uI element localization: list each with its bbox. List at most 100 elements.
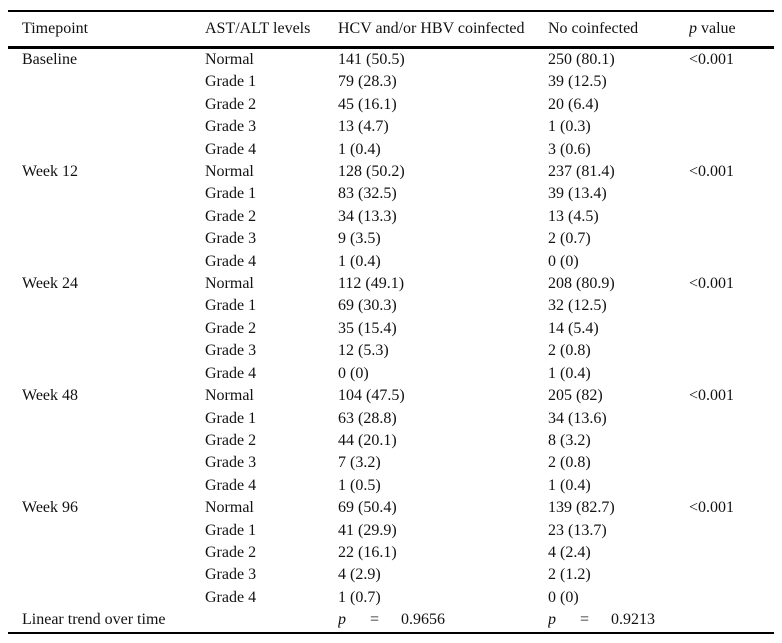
equals-sign: = bbox=[580, 611, 590, 629]
no-coinfected-cell: 2 (0.7) bbox=[548, 230, 591, 248]
trend-p-value: 0.9213 bbox=[611, 611, 656, 629]
coinfected-cell: 45 (16.1) bbox=[338, 95, 397, 113]
table-row: Grade 2 22 (16.1) 4 (2.4) bbox=[8, 542, 774, 564]
p-value-cell bbox=[689, 340, 774, 362]
level-cell: Grade 4 bbox=[205, 140, 257, 158]
no-coinfected-cell: 8 (3.2) bbox=[548, 431, 591, 449]
timepoint-cell bbox=[8, 94, 205, 116]
p-value-cell bbox=[689, 564, 774, 586]
level-cell: Grade 2 bbox=[205, 207, 257, 225]
level-cell: Grade 3 bbox=[205, 454, 257, 472]
timepoint-cell bbox=[8, 116, 205, 138]
p-value-rest: value bbox=[697, 20, 736, 37]
ast-alt-levels-table: Timepoint AST/ALT levels HCV and/or HBV … bbox=[8, 10, 774, 634]
timepoint-cell bbox=[8, 71, 205, 93]
p-symbol: p bbox=[548, 611, 556, 629]
no-coinfected-cell: 1 (0.4) bbox=[548, 364, 591, 382]
no-coinfected-cell: 0 (0) bbox=[548, 252, 579, 270]
table-row: Grade 4 0 (0) 1 (0.4) bbox=[8, 363, 774, 385]
col-header-coinfected: HCV and/or HBV coinfected bbox=[338, 20, 525, 37]
no-coinfected-trend-p-cell: p = 0.9213 bbox=[548, 609, 689, 632]
p-expression: p = 0.9656 bbox=[338, 611, 445, 628]
timepoint-cell bbox=[8, 183, 205, 205]
timepoint-cell bbox=[8, 408, 205, 430]
no-coinfected-cell: 1 (0.4) bbox=[548, 476, 591, 494]
timepoint-cell: Week 24 bbox=[22, 275, 79, 293]
coinfected-cell: 22 (16.1) bbox=[338, 543, 397, 561]
coinfected-cell: 41 (29.9) bbox=[338, 521, 397, 539]
level-cell: Normal bbox=[205, 387, 254, 405]
header-row: Timepoint AST/ALT levels HCV and/or HBV … bbox=[8, 11, 774, 48]
coinfected-trend-p-cell: p = 0.9656 bbox=[338, 609, 548, 632]
p-value-cell bbox=[689, 183, 774, 205]
p-value-cell bbox=[689, 251, 774, 273]
table-row: Grade 2 35 (15.4) 14 (5.4) bbox=[8, 318, 774, 340]
no-coinfected-cell: 205 (82) bbox=[548, 387, 603, 405]
timepoint-cell bbox=[8, 340, 205, 362]
level-cell: Grade 3 bbox=[205, 230, 257, 248]
timepoint-cell bbox=[8, 139, 205, 161]
coinfected-cell: 69 (50.4) bbox=[338, 499, 397, 517]
coinfected-cell: 12 (5.3) bbox=[338, 342, 389, 360]
timepoint-cell bbox=[8, 295, 205, 317]
table-row: Grade 4 1 (0.5) 1 (0.4) bbox=[8, 475, 774, 497]
no-coinfected-cell: 139 (82.7) bbox=[548, 499, 615, 517]
p-value-italic-p: p bbox=[689, 20, 697, 37]
p-value-cell bbox=[689, 475, 774, 497]
p-value-cell bbox=[689, 520, 774, 542]
coinfected-cell: 7 (3.2) bbox=[338, 454, 381, 472]
timepoint-cell: Week 12 bbox=[22, 163, 79, 181]
level-cell: Grade 3 bbox=[205, 342, 257, 360]
no-coinfected-cell: 0 (0) bbox=[548, 588, 579, 606]
timepoint-cell bbox=[8, 430, 205, 452]
timepoint-cell bbox=[8, 520, 205, 542]
timepoint-cell: Week 96 bbox=[22, 499, 79, 517]
col-header-timepoint: Timepoint bbox=[22, 20, 89, 37]
table-row: Week 48 Normal 104 (47.5) 205 (82) <0.00… bbox=[8, 385, 774, 407]
p-value-cell: <0.001 bbox=[689, 51, 735, 68]
table-row: Grade 1 83 (32.5) 39 (13.4) bbox=[8, 183, 774, 205]
p-value-cell bbox=[689, 94, 774, 116]
no-coinfected-cell: 4 (2.4) bbox=[548, 543, 591, 561]
level-cell: Grade 1 bbox=[205, 185, 257, 203]
no-coinfected-cell: 208 (80.9) bbox=[548, 275, 615, 293]
timepoint-cell bbox=[8, 587, 205, 609]
p-value-cell bbox=[689, 587, 774, 609]
table-row: Grade 4 1 (0.4) 0 (0) bbox=[8, 251, 774, 273]
table-row: Week 96 Normal 69 (50.4) 139 (82.7) <0.0… bbox=[8, 497, 774, 519]
coinfected-cell: 1 (0.5) bbox=[338, 476, 381, 494]
table-body: Baseline Normal 141 (50.5) 250 (80.1) <0… bbox=[8, 48, 774, 610]
level-cell: Grade 2 bbox=[205, 319, 257, 337]
p-value-cell: <0.001 bbox=[689, 499, 735, 517]
table-row: Grade 3 13 (4.7) 1 (0.3) bbox=[8, 116, 774, 138]
timepoint-cell bbox=[8, 475, 205, 497]
p-value-cell: <0.001 bbox=[689, 275, 735, 293]
level-cell: Grade 1 bbox=[205, 521, 257, 539]
level-cell: Grade 1 bbox=[205, 409, 257, 427]
linear-trend-row: Linear trend over time p = 0.9656 p = 0.9213 bbox=[8, 609, 774, 632]
timepoint-cell bbox=[8, 452, 205, 474]
p-value-cell: <0.001 bbox=[689, 387, 735, 405]
no-coinfected-cell: 2 (0.8) bbox=[548, 454, 591, 472]
p-value-cell bbox=[689, 71, 774, 93]
timepoint-cell bbox=[8, 206, 205, 228]
coinfected-cell: 1 (0.4) bbox=[338, 140, 381, 158]
coinfected-cell: 112 (49.1) bbox=[338, 275, 405, 293]
p-value-cell: <0.001 bbox=[689, 163, 735, 181]
linear-trend-label: Linear trend over time bbox=[22, 611, 166, 629]
no-coinfected-cell: 20 (6.4) bbox=[548, 95, 599, 113]
timepoint-cell bbox=[8, 564, 205, 586]
level-cell: Grade 4 bbox=[205, 364, 257, 382]
level-cell: Grade 4 bbox=[205, 476, 257, 494]
no-coinfected-cell: 3 (0.6) bbox=[548, 140, 591, 158]
table-row: Grade 2 45 (16.1) 20 (6.4) bbox=[8, 94, 774, 116]
no-coinfected-cell: 39 (12.5) bbox=[548, 73, 607, 91]
p-value-cell bbox=[689, 408, 774, 430]
p-value-cell bbox=[689, 318, 774, 340]
level-cell: Grade 3 bbox=[205, 566, 257, 584]
table-row: Grade 3 9 (3.5) 2 (0.7) bbox=[8, 228, 774, 250]
table-row: Grade 3 7 (3.2) 2 (0.8) bbox=[8, 452, 774, 474]
coinfected-cell: 1 (0.7) bbox=[338, 588, 381, 606]
table-row: Baseline Normal 141 (50.5) 250 (80.1) <0… bbox=[8, 48, 774, 72]
no-coinfected-cell: 23 (13.7) bbox=[548, 521, 607, 539]
